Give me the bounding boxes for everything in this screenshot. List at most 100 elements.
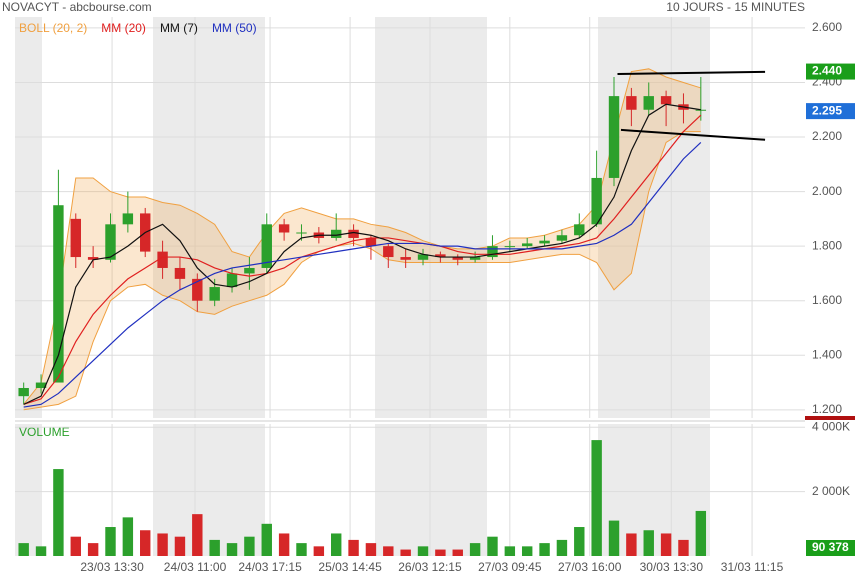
candle-body (348, 229, 359, 238)
shade (153, 17, 265, 418)
y-tick-label: 2.600 (812, 20, 842, 34)
candle-body (435, 254, 446, 258)
volume-bar (556, 539, 568, 556)
candle-body (261, 224, 272, 268)
volume-bar (140, 530, 151, 556)
candle-body (192, 278, 203, 301)
y-tick-label: 4 000K (812, 419, 850, 433)
volume-bar (278, 533, 290, 556)
volume-bar (192, 514, 203, 556)
moving-average (23, 103, 701, 405)
trendline (617, 70, 766, 76)
candle-body (574, 224, 585, 236)
legend-entry: MM (7) (160, 21, 198, 35)
volume-bar (365, 543, 377, 556)
shade (15, 17, 42, 418)
volume-bar (87, 543, 99, 556)
volume-bar (174, 536, 186, 556)
volume-bar (452, 549, 463, 556)
shade (15, 424, 42, 556)
volume-bar (487, 536, 498, 556)
y-tick-label: 1.200 (812, 402, 842, 416)
candle-body (174, 267, 186, 279)
x-tick-label: 30/03 13:30 (640, 560, 704, 574)
candle-body (521, 243, 533, 247)
volume-marker-label: 90 378 (812, 540, 849, 554)
y-tick-label: 2.000 (812, 184, 842, 198)
price-marker-label: 2.440 (812, 64, 842, 78)
candle-body (35, 382, 47, 388)
candle-body (296, 232, 307, 234)
candle-body (209, 287, 220, 301)
volume-bar (435, 549, 446, 556)
candle-body (365, 237, 377, 247)
volume-bar (244, 536, 255, 556)
volume-bar (296, 543, 307, 556)
candle-body (626, 96, 637, 110)
candle-body (87, 257, 99, 260)
candle-body (417, 254, 429, 260)
volume-bar (35, 546, 47, 556)
volume-bar (417, 546, 429, 556)
candle-body (591, 177, 602, 225)
candle-body (53, 205, 64, 383)
moving-average (23, 142, 702, 408)
candle-body (226, 273, 238, 288)
y-tick-label: 1.800 (812, 238, 842, 252)
shade (375, 17, 487, 418)
x-tick-label: 31/03 11:15 (721, 560, 784, 574)
volume-bar (122, 517, 134, 556)
moving-average (23, 114, 702, 405)
day-shading (15, 17, 710, 556)
price-marker (806, 103, 855, 120)
shade (598, 17, 710, 418)
chart-title: NOVACYT - abcbourse.com (2, 0, 152, 14)
candle-body (122, 213, 134, 225)
volume-bar (504, 546, 516, 556)
candle-body (244, 267, 255, 274)
candle-body (70, 218, 81, 258)
volume-label: VOLUME (19, 425, 70, 439)
candle-body (487, 246, 498, 258)
volume-bar (105, 527, 116, 556)
trendline (620, 128, 766, 141)
candle-body (504, 246, 516, 248)
y-tick-label: 2.200 (812, 129, 842, 143)
y-tick-label: 1.400 (812, 347, 842, 361)
candle-body (643, 96, 654, 110)
volume-bar (226, 543, 238, 556)
volume-bar (157, 533, 168, 556)
volume-bar (695, 510, 707, 556)
volume-bar (660, 533, 672, 556)
price-marker (806, 63, 855, 80)
candle-body (695, 109, 707, 111)
candle-body (660, 96, 672, 105)
legend-entry: BOLL (20, 2) (19, 21, 87, 35)
shade (375, 424, 487, 556)
volume-bar (608, 520, 620, 556)
y-tick-label: 1.600 (812, 293, 842, 307)
candle-body (278, 224, 290, 233)
candle-body (539, 240, 550, 244)
candle-body (383, 246, 394, 258)
volume-bar (574, 527, 585, 556)
candle-body (105, 224, 116, 260)
candle-body (452, 257, 463, 260)
volume-bar (18, 543, 29, 556)
chart-subtitle: 10 JOURS - 15 MINUTES (666, 0, 805, 14)
x-tick-label: 27/03 09:45 (478, 560, 542, 574)
volume-bar (331, 533, 342, 556)
x-tick-label: 24/03 17:15 (238, 560, 302, 574)
y-tick-label: 2 000K (812, 484, 850, 498)
volume-bar (348, 539, 359, 556)
volume-bar (70, 536, 81, 556)
volume-bar (591, 440, 602, 556)
legend-entry: MM (50) (212, 21, 257, 35)
volume-bar (521, 546, 533, 556)
volume-bar (53, 469, 64, 556)
volume-bar (400, 549, 411, 556)
volume-bar (469, 543, 481, 556)
candle-body (400, 257, 411, 260)
x-tick-label: 23/03 13:30 (80, 560, 144, 574)
bollinger-lower (23, 131, 701, 411)
